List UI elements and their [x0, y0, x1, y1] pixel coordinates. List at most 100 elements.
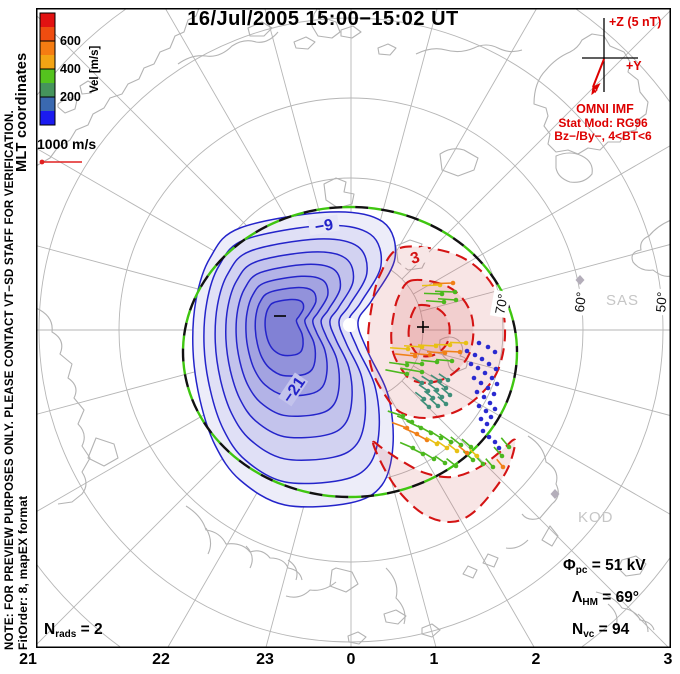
velocity-vector-dot [499, 453, 505, 459]
velocity-vector-dot [476, 340, 482, 346]
coastlines [36, 8, 671, 645]
coastline [439, 148, 479, 177]
velocity-vector-tail [391, 421, 408, 429]
velocity-vector-dot [453, 463, 459, 469]
velocity-vector-tail [395, 353, 416, 357]
mlt-meridian [386, 8, 538, 268]
lat-label: 60° [572, 291, 589, 313]
stat-n-radars: Nrads = 2 [44, 621, 103, 640]
velocity-vector-dot [428, 379, 434, 385]
velocity-vector-dot [463, 340, 469, 346]
velocity-vector-tail [439, 433, 452, 443]
mlt-axis: 21 22 23 0 1 2 3 [0, 651, 680, 673]
colorbar-segment [40, 69, 55, 83]
velocity-vector-dot [492, 406, 498, 412]
velocity-vector-dot [404, 362, 410, 368]
stat-cross-polar-potential: Φpc = 51 kV [563, 557, 646, 576]
velocity-vector-dot [474, 453, 480, 459]
velocity-vector-dot [486, 361, 492, 367]
velocity-colorbar: 600 400 200 Vel [m/s] [36, 10, 136, 138]
velocity-vector-dot [452, 289, 458, 295]
contour-label-bg [307, 214, 340, 236]
coastline [631, 219, 671, 277]
velocity-vector-dot [454, 448, 460, 454]
velocity-vector-tail [417, 344, 437, 347]
velocity-vector-tail [389, 361, 408, 366]
mlt-axis-label: 0 [346, 651, 356, 668]
velocity-vector-dot [486, 434, 492, 440]
velocity-vector-dot [484, 421, 490, 427]
velocity-vector-dot [464, 450, 470, 456]
velocity-vector-dot [419, 369, 425, 375]
station-diamond-icon [575, 275, 585, 285]
mlt-axis-label: 1 [429, 651, 439, 668]
coastline [595, 591, 655, 633]
colorbar-svg: 600 400 200 Vel [m/s] [39, 12, 101, 126]
velocity-vector-dot [439, 394, 445, 400]
lat-label-group: 50° [650, 288, 671, 316]
velocity-vector-dot [447, 392, 453, 398]
colorbar-unit-label: Vel [m/s] [89, 46, 101, 93]
positive-contour [366, 245, 507, 420]
imf-vector-arrow [592, 58, 605, 88]
lat-label-bg [569, 288, 590, 316]
cell-markers [274, 315, 429, 333]
colorbar-tick-label: 400 [60, 62, 81, 76]
velocity-vector-dot [506, 444, 512, 450]
velocity-vector-dot [485, 385, 491, 391]
velocity-vector-dot [480, 461, 486, 467]
velocity-vector-dot [419, 361, 425, 367]
hm-boundary-black [181, 205, 519, 499]
velocity-vector-tail [441, 350, 461, 353]
coastline [36, 307, 91, 505]
coastline [311, 8, 341, 39]
velocity-vector-tail [435, 358, 453, 362]
velocity-vector-dot [492, 439, 498, 445]
coastline [177, 31, 279, 65]
velocity-vector-tail [434, 290, 456, 293]
coastline [185, 505, 303, 581]
lat-label: 70° [492, 293, 510, 316]
velocity-vector-dot [500, 464, 506, 470]
velocity-vector-dot [491, 391, 497, 397]
velocity-vector-tail [403, 344, 423, 348]
imf-y-label: +Y [626, 59, 642, 73]
velocity-vector-tail [433, 343, 451, 346]
velocity-vector-dot [434, 359, 440, 365]
reference-arrow-svg [39, 159, 82, 165]
coastline [617, 555, 647, 577]
velocity-vector-dot [435, 403, 441, 409]
velocity-vector-dot [434, 441, 440, 447]
station-diamond-icon [550, 489, 560, 499]
velocity-vector-dot [476, 403, 482, 409]
positive-contour-crescent [371, 438, 517, 524]
mlt-axis-label: 22 [152, 651, 170, 668]
mlt-axis-label: 3 [663, 651, 673, 668]
velocity-vector-dot [479, 356, 485, 362]
reference-arrow-dot [39, 159, 45, 165]
mlt-meridian [36, 14, 301, 280]
velocity-vector-dot [438, 435, 444, 441]
coastline [285, 567, 406, 625]
positive-potential-cell [366, 245, 517, 524]
imf-z-label: +Z (5 nT) [609, 15, 661, 29]
reference-vector-label: 1000 m/s [37, 136, 97, 152]
coastline [555, 152, 593, 183]
mlt-meridian [369, 399, 437, 648]
coastline [340, 25, 362, 39]
coastline [383, 609, 407, 625]
mlt-meridian [420, 243, 671, 312]
coastline [505, 435, 559, 549]
lat-label-group: 70° [489, 289, 512, 319]
velocity-vector-tail [402, 427, 418, 435]
velocity-vector-dot [489, 375, 495, 381]
coastline [205, 527, 298, 581]
imf-model-label: Stat Mod: RG96 [558, 116, 648, 130]
velocity-vector-dot [431, 456, 437, 462]
coastline [421, 623, 441, 638]
imf-source-label: OMNI IMF [576, 102, 634, 116]
velocity-vector-dot [468, 444, 474, 450]
lat-label-bg [650, 288, 671, 316]
